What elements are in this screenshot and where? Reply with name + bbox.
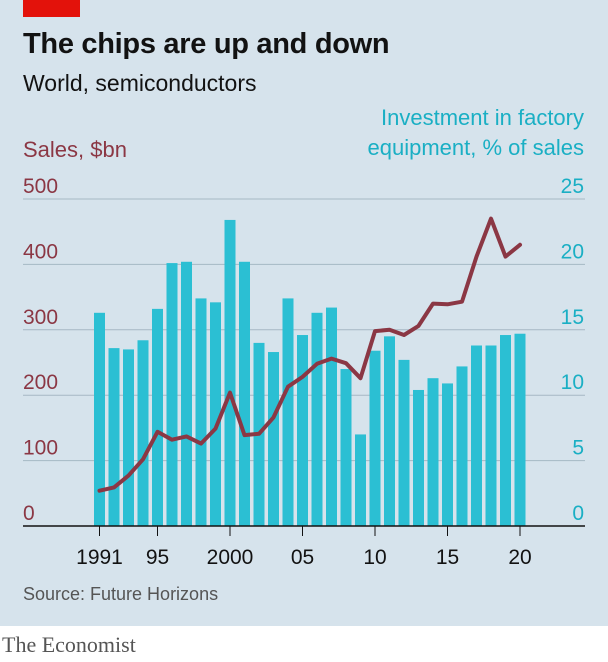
bar-1995 bbox=[152, 308, 163, 526]
bar-1992 bbox=[108, 348, 120, 526]
bar-2003 bbox=[268, 352, 279, 526]
chart-subtitle: World, semiconductors bbox=[23, 70, 257, 96]
bar-2007 bbox=[326, 307, 337, 526]
x-tick-label-1991: 1991 bbox=[76, 546, 123, 569]
left-axis-label: Sales, $bn bbox=[23, 137, 127, 162]
chart-title: The chips are up and down bbox=[23, 28, 390, 60]
bar-2012 bbox=[398, 359, 410, 526]
left-tick-label-100: 100 bbox=[23, 437, 58, 460]
brand-red-tag bbox=[23, 0, 80, 17]
bar-2001 bbox=[239, 261, 250, 526]
right-tick-label-0: 0 bbox=[572, 502, 584, 525]
right-tick-label-25: 25 bbox=[561, 175, 584, 198]
right-tick-label-5: 5 bbox=[572, 437, 584, 460]
right-axis-label: Investment in factory equipment, % of sa… bbox=[304, 103, 584, 163]
x-tick-label-2005: 05 bbox=[291, 546, 314, 569]
bar-2004 bbox=[282, 298, 294, 526]
bar-2019 bbox=[500, 335, 511, 526]
left-tick-label-400: 400 bbox=[23, 240, 58, 263]
bar-2014 bbox=[427, 378, 439, 526]
x-tick-label-2020: 20 bbox=[508, 546, 531, 569]
bar-2015 bbox=[442, 383, 453, 526]
x-tick-label-2000: 2000 bbox=[207, 546, 254, 569]
x-tick-label-2010: 10 bbox=[363, 546, 386, 569]
bar-2018 bbox=[485, 345, 497, 526]
right-axis-label-line-1: Investment in factory bbox=[381, 105, 584, 130]
right-tick-label-20: 20 bbox=[561, 240, 584, 263]
bar-2017 bbox=[471, 345, 482, 526]
bar-2009 bbox=[355, 434, 366, 526]
bar-2020 bbox=[514, 333, 526, 526]
bar-1996 bbox=[166, 263, 178, 526]
bar-2016 bbox=[456, 366, 468, 526]
left-tick-label-200: 200 bbox=[23, 371, 58, 394]
bar-1999 bbox=[210, 302, 221, 526]
bar-2005 bbox=[297, 335, 308, 526]
bar-2006 bbox=[311, 312, 323, 526]
bar-1997 bbox=[181, 261, 192, 526]
bar-1991 bbox=[94, 312, 105, 526]
x-tick-label-1995: 95 bbox=[146, 546, 169, 569]
bar-1998 bbox=[195, 298, 207, 526]
bar-2011 bbox=[384, 336, 395, 526]
bar-2000 bbox=[224, 219, 236, 527]
right-axis-label-line-2: equipment, % of sales bbox=[367, 135, 584, 160]
publisher-brand: The Economist bbox=[2, 632, 136, 657]
left-tick-label-500: 500 bbox=[23, 175, 58, 198]
sales-line bbox=[97, 216, 522, 493]
source-note: Source: Future Horizons bbox=[23, 584, 219, 604]
right-tick-label-10: 10 bbox=[561, 371, 584, 394]
bar-1993 bbox=[123, 349, 134, 526]
x-tick-label-2015: 15 bbox=[436, 546, 459, 569]
bar-1994 bbox=[137, 340, 149, 526]
bar-2008 bbox=[340, 369, 352, 526]
chart-plot: 1991 95 2000 05 10 15 200100200300400500051015… bbox=[23, 175, 585, 569]
right-tick-label-15: 15 bbox=[561, 306, 584, 329]
left-tick-label-300: 300 bbox=[23, 306, 58, 329]
bar-2013 bbox=[413, 389, 424, 526]
bar-2010 bbox=[369, 350, 381, 526]
left-tick-label-0: 0 bbox=[23, 502, 35, 525]
